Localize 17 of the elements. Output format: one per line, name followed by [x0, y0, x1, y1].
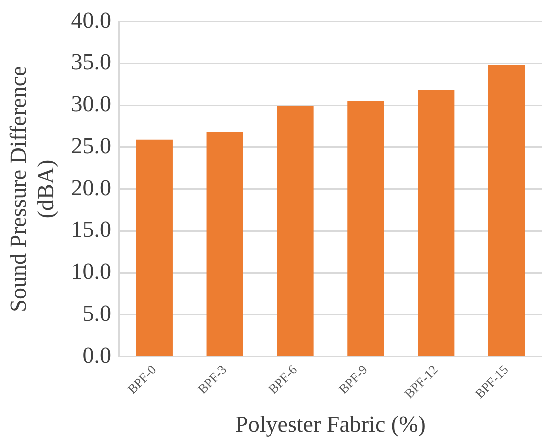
- bar: [206, 132, 244, 356]
- bar: [418, 90, 455, 356]
- y-tick-label: 35.0: [71, 50, 112, 75]
- y-tick-label: 40.0: [71, 8, 112, 33]
- y-tick-label: 0.0: [82, 342, 112, 368]
- bar: [277, 106, 314, 356]
- y-tick-label: 25.0: [71, 133, 112, 158]
- y-tick-label: 15.0: [71, 217, 112, 242]
- y-axis-title: Sound Pressure Difference (dBA): [6, 66, 58, 312]
- y-tick-label: 30.0: [71, 92, 112, 117]
- bar: [348, 101, 384, 356]
- bar: [136, 140, 173, 356]
- y-tick-label: 20.0: [71, 175, 112, 200]
- y-tick-label: 5.0: [82, 300, 112, 326]
- y-tick-label: 10.0: [71, 259, 112, 284]
- x-axis-title: Polyester Fabric (%): [236, 412, 426, 438]
- bar: [488, 65, 526, 356]
